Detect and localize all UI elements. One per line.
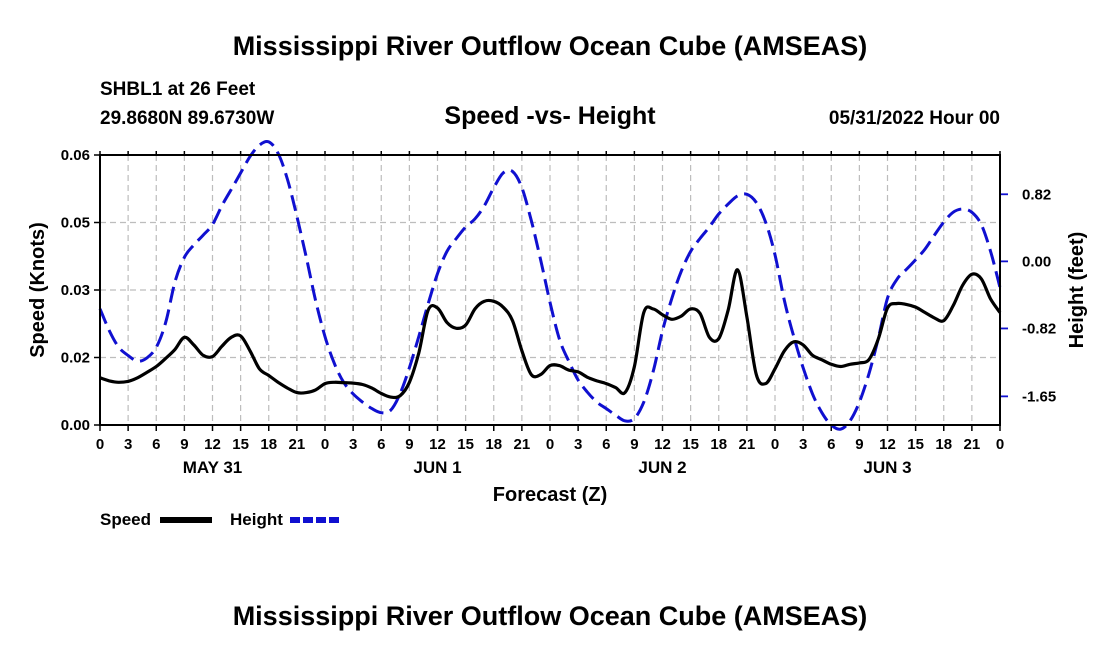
x-tick-label: 0 <box>321 436 329 453</box>
datetime-label: 05/31/2022 Hour 00 <box>829 108 1000 129</box>
y-axis-label: Speed (Knots) <box>27 222 49 358</box>
y-tick-label: 0.00 <box>61 417 90 434</box>
x-tick-label: 18 <box>260 436 277 453</box>
x-tick-label: 6 <box>377 436 385 453</box>
y2-tick-label: 0.00 <box>1022 253 1051 270</box>
x-tick-label: 18 <box>935 436 952 453</box>
y-tick-label: 0.05 <box>61 215 90 232</box>
y-tick-label: 0.02 <box>61 350 90 367</box>
x-tick-label: 0 <box>996 436 1004 453</box>
legend-label-speed: Speed <box>100 510 151 529</box>
x-axis-label: Forecast (Z) <box>493 484 607 506</box>
coords-label: 29.8680N 89.6730W <box>100 108 274 129</box>
series-layer <box>98 139 1002 431</box>
x-tick-label: 6 <box>602 436 610 453</box>
day-label: JUN 3 <box>863 458 911 477</box>
x-tick-label: 21 <box>964 436 981 453</box>
legend-label-height: Height <box>230 510 283 529</box>
x-tick-label: 0 <box>771 436 779 453</box>
y2-axis-label: Height (feet) <box>1066 232 1088 349</box>
x-tick-label: 0 <box>96 436 104 453</box>
x-tick-label: 6 <box>827 436 835 453</box>
y2-tick-label: -0.82 <box>1022 320 1056 337</box>
series-line-height <box>98 139 1002 431</box>
x-tick-label: 18 <box>485 436 502 453</box>
series-line-speed <box>99 268 1002 400</box>
page-title-repeat: Mississippi River Outflow Ocean Cube (AM… <box>233 601 868 631</box>
x-tick-label: 3 <box>574 436 582 453</box>
y-tick-label: 0.03 <box>61 282 90 299</box>
x-tick-label: 9 <box>180 436 188 453</box>
x-tick-label: 3 <box>124 436 132 453</box>
x-tick-label: 9 <box>630 436 638 453</box>
chart-title: Speed -vs- Height <box>444 102 656 130</box>
page-title: Mississippi River Outflow Ocean Cube (AM… <box>233 31 868 61</box>
y2-tick-label: -1.65 <box>1022 388 1056 405</box>
x-tick-label: 18 <box>710 436 727 453</box>
x-tick-label: 9 <box>855 436 863 453</box>
x-tick-label: 21 <box>514 436 531 453</box>
y2-tick-label: 0.82 <box>1022 186 1051 203</box>
x-tick-label: 15 <box>232 436 249 453</box>
x-tick-label: 9 <box>405 436 413 453</box>
x-tick-label: 6 <box>152 436 160 453</box>
x-tick-label: 15 <box>682 436 699 453</box>
day-label: MAY 31 <box>183 458 243 477</box>
x-tick-label: 21 <box>739 436 756 453</box>
legend: Speed Height <box>100 510 342 529</box>
grid-lines <box>100 155 1000 425</box>
x-tick-label: 15 <box>457 436 474 453</box>
day-label: JUN 1 <box>413 458 461 477</box>
axis-ticks: 0 3 6 9 12 15 18 21 0 3 6 9 12 15 18 21 0 3 6 9 12 15 18 21 0 3 6 9… <box>61 147 1056 477</box>
x-tick-label: 3 <box>799 436 807 453</box>
y-tick-label: 0.06 <box>61 147 90 164</box>
x-tick-label: 3 <box>349 436 357 453</box>
x-tick-label: 21 <box>289 436 306 453</box>
station-label: SHBL1 at 26 Feet <box>100 79 256 100</box>
day-label: JUN 2 <box>638 458 686 477</box>
x-tick-label: 12 <box>879 436 896 453</box>
x-tick-label: 0 <box>546 436 554 453</box>
x-tick-label: 12 <box>429 436 446 453</box>
x-tick-label: 12 <box>204 436 221 453</box>
x-tick-label: 12 <box>654 436 671 453</box>
x-tick-label: 15 <box>907 436 924 453</box>
